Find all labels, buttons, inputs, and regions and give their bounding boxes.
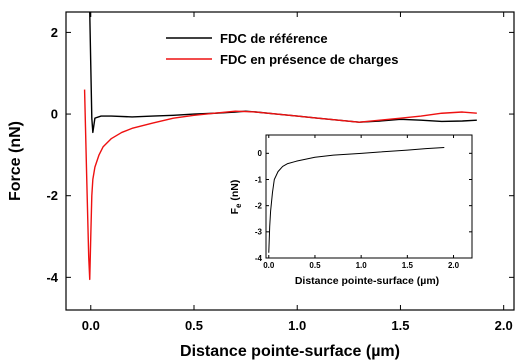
inset-y-axis-label: Fe (nN) — [229, 180, 243, 215]
main-y-tick-label: -2 — [46, 188, 58, 203]
inset-y-tick-label: -4 — [255, 254, 263, 263]
main-series-line-1 — [83, 89, 477, 281]
inset-y-label-unit: (nN) — [229, 180, 241, 204]
inset-x-tick-label: 0.5 — [309, 261, 321, 270]
inset-y-tick-label: -1 — [255, 175, 263, 184]
main-axis-ticks: 0.0 0.5 1.0 1.5 2.0 -4 -2 0 2 — [46, 12, 514, 333]
main-x-tick-label: 1.0 — [288, 318, 306, 333]
legend-label-reference: FDC de référence — [220, 31, 328, 46]
inset-plot-frame — [265, 134, 473, 259]
inset-axis-ticks: 0.0 0.5 1.0 1.5 2.0 -4 -3 -2 -1 0 — [255, 135, 472, 270]
inset-x-tick-label: 1.0 — [356, 261, 368, 270]
main-plot-frame — [65, 11, 515, 311]
main-y-tick-label: 2 — [51, 25, 58, 40]
inset-x-tick-label: 1.5 — [402, 261, 414, 270]
legend: FDC de référence FDC en présence de char… — [166, 31, 398, 67]
main-x-tick-label: 1.5 — [391, 318, 409, 333]
inset-series-line-0 — [268, 147, 445, 253]
inset-y-tick-label: 0 — [258, 149, 263, 158]
main-y-tick-label: 0 — [51, 107, 58, 122]
inset-y-tick-label: -3 — [255, 228, 263, 237]
main-x-tick-label: 0.0 — [82, 318, 100, 333]
inset-series-group — [268, 147, 445, 253]
main-y-axis-label: Force (nN) — [7, 121, 24, 201]
main-x-tick-label: 0.5 — [185, 318, 203, 333]
inset-y-tick-label: -2 — [255, 201, 263, 210]
main-y-tick-label: -4 — [46, 270, 58, 285]
inset-y-label-main: F — [229, 207, 241, 214]
inset-x-tick-label: 2.0 — [448, 261, 460, 270]
main-series-group — [83, 12, 477, 281]
main-x-axis-label: Distance pointe-surface (µm) — [180, 343, 400, 360]
inset-x-tick-label: 0.0 — [263, 261, 275, 270]
inset-x-axis-label: Distance pointe-surface (µm) — [295, 275, 439, 287]
main-x-tick-label: 2.0 — [495, 318, 513, 333]
inset-y-label-sub: e — [234, 203, 243, 208]
legend-label-charges: FDC en présence de charges — [220, 52, 398, 67]
